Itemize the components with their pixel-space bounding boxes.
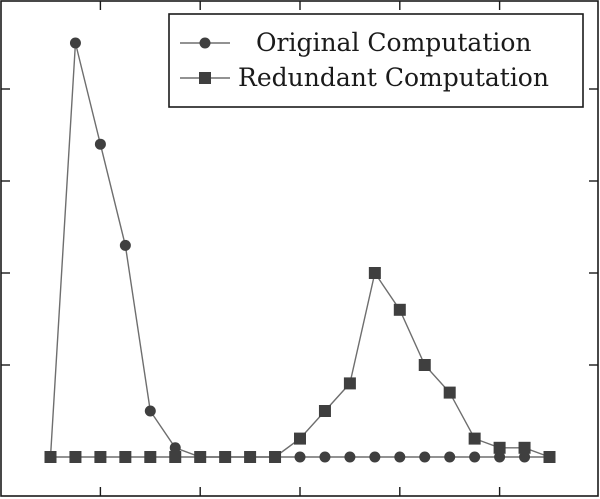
legend-label-original: Original Computation [256, 28, 532, 57]
data-point-circle-12 [344, 451, 356, 463]
data-point-circle-11 [319, 451, 331, 463]
data-point-square-9 [269, 451, 282, 463]
data-point-circle-17 [469, 451, 481, 463]
series-layer [44, 37, 556, 463]
legend: Original Computation Redundant Computati… [168, 13, 584, 108]
data-point-circle-19 [519, 451, 531, 463]
data-point-circle-5 [169, 442, 181, 454]
series-square [44, 267, 556, 463]
data-point-circle-14 [394, 451, 406, 463]
data-point-circle-16 [444, 451, 456, 463]
data-point-circle-18 [494, 451, 506, 463]
data-point-square-13 [368, 267, 381, 279]
data-point-square-1 [69, 451, 82, 463]
data-point-square-4 [144, 451, 157, 463]
data-point-square-18 [493, 441, 506, 454]
data-point-square-16 [443, 386, 456, 399]
data-point-square-2 [94, 451, 107, 463]
data-point-square-19 [518, 441, 531, 454]
data-point-square-3 [119, 451, 132, 463]
legend-entry-original: Original Computation [180, 28, 532, 57]
data-point-circle-3 [119, 239, 131, 251]
legend-label-redundant: Redundant Computation [238, 63, 549, 92]
data-point-circle-1 [69, 37, 81, 49]
data-point-square-7 [219, 451, 232, 463]
data-point-square-8 [244, 451, 257, 463]
data-point-circle-4 [144, 405, 156, 417]
data-point-circle-13 [369, 451, 381, 463]
legend-entry-redundant: Redundant Computation [180, 63, 549, 92]
data-point-square-20 [543, 451, 556, 463]
data-point-square-17 [468, 432, 481, 445]
data-point-square-6 [194, 451, 207, 463]
data-point-square-10 [294, 432, 306, 445]
data-point-square-5 [169, 451, 182, 463]
data-point-square-14 [393, 303, 406, 316]
data-point-square-11 [318, 405, 331, 417]
data-point-circle-10 [294, 451, 306, 463]
data-point-circle-15 [419, 451, 431, 463]
data-point-circle-2 [94, 138, 106, 150]
legend-marker-circle [199, 37, 211, 49]
data-point-square-15 [418, 359, 431, 371]
data-point-square-0 [44, 451, 57, 463]
legend-marker-square [199, 72, 211, 84]
legend-box [168, 13, 584, 108]
data-point-square-12 [343, 377, 356, 390]
series-line-1 [50, 271, 550, 458]
series-circle [45, 37, 555, 463]
